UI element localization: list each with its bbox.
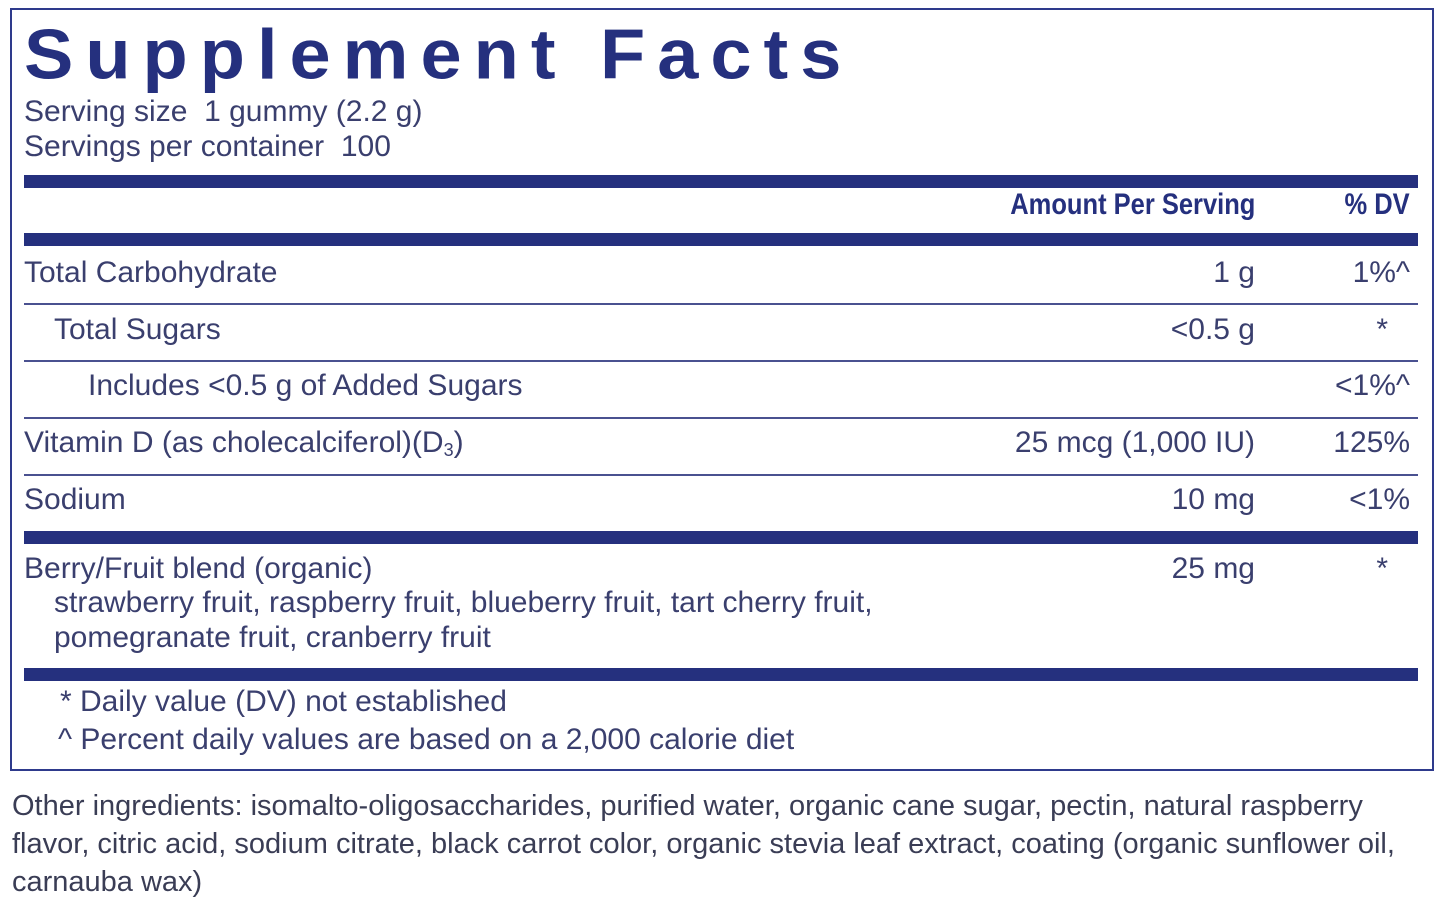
divider-bar <box>24 531 1418 544</box>
nutrient-amount: 1 g <box>1213 256 1255 289</box>
amount-header: Amount Per Serving <box>1009 188 1255 221</box>
nutrient-name: Vitamin D (as cholecalciferol)(D3) <box>24 426 464 460</box>
nutrient-dv: <1%^ <box>1335 369 1410 402</box>
serving-size: Serving size 1 gummy (2.2 g) <box>24 95 423 128</box>
footnote: * Daily value (DV) not established <box>60 685 507 718</box>
supplement-facts-panel <box>10 8 1434 771</box>
divider-line <box>24 417 1418 419</box>
divider-line <box>24 474 1418 476</box>
nutrient-name: Sodium <box>24 483 126 516</box>
other-ingredients: Other ingredients: isomalto-oligosacchar… <box>12 790 1395 898</box>
nutrient-name: Total Carbohydrate <box>24 256 278 289</box>
divider-bar <box>24 668 1418 681</box>
divider-line <box>24 303 1418 305</box>
blend-ingredients: strawberry fruit, raspberry fruit, blueb… <box>54 586 873 619</box>
servings-per-container: Servings per container 100 <box>24 130 391 163</box>
divider-bar <box>24 175 1418 188</box>
nutrient-amount: <0.5 g <box>1170 313 1255 346</box>
dv-header: % DV <box>1344 188 1410 221</box>
divider-line <box>24 360 1418 362</box>
nutrient-amount: 10 mg <box>1171 483 1255 516</box>
nutrient-dv: 125% <box>1333 426 1410 459</box>
divider-bar <box>24 233 1418 246</box>
panel-title: Supplement Facts <box>24 15 854 94</box>
footnote: ^ Percent daily values are based on a 2,… <box>58 723 795 756</box>
nutrient-name: Total Sugars <box>54 313 221 346</box>
blend-name: Berry/Fruit blend (organic) <box>24 552 373 585</box>
nutrient-dv: 1%^ <box>1352 256 1410 289</box>
nutrient-name: Includes <0.5 g of Added Sugars <box>88 369 523 402</box>
blend-ingredients: pomegranate fruit, cranberry fruit <box>54 621 491 654</box>
nutrient-dv: * <box>1376 313 1388 346</box>
nutrient-amount: 25 mcg (1,000 IU) <box>1014 426 1255 459</box>
blend-amount: 25 mg <box>1171 552 1255 585</box>
blend-dv: * <box>1376 552 1388 585</box>
nutrient-dv: <1% <box>1349 483 1410 516</box>
